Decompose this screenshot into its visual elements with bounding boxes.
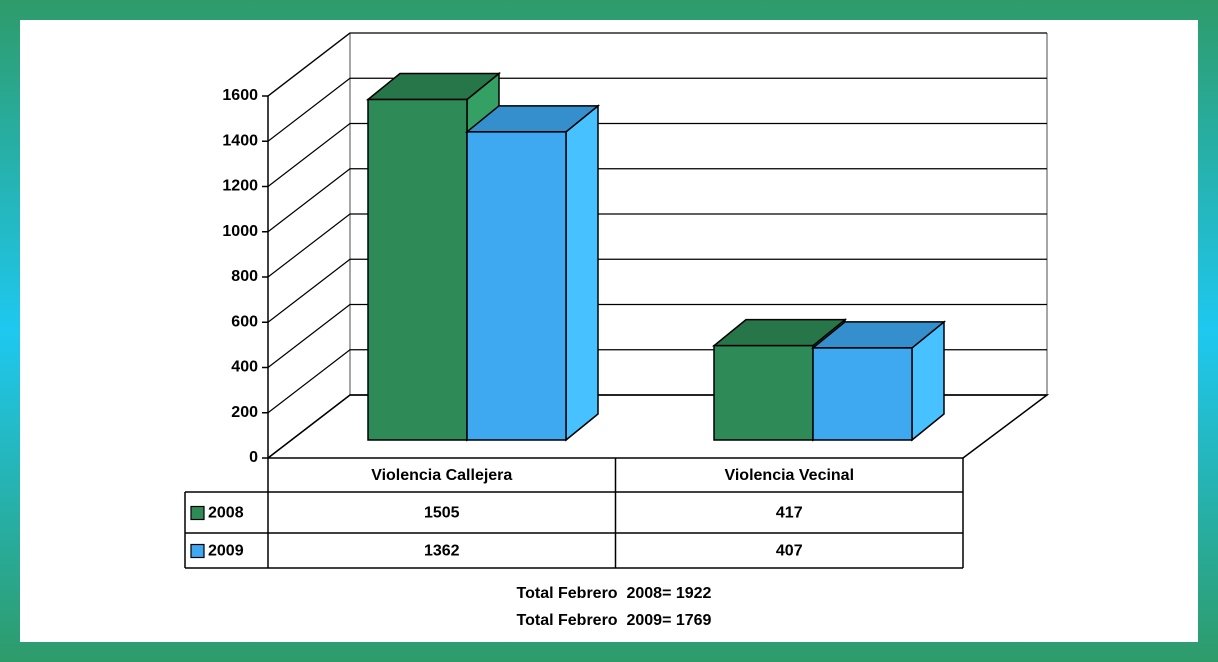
x-tick-label: Violencia Callejera	[371, 467, 512, 484]
bar-side	[565, 104, 599, 442]
legend-swatch	[190, 505, 205, 521]
legend-label: 2009	[208, 543, 244, 560]
table-value: 1505	[424, 505, 460, 522]
note: Total Febrero 2009= 1769	[517, 612, 712, 629]
legend-label: 2008	[208, 505, 244, 522]
table-value: 417	[776, 505, 803, 522]
grid-line	[267, 122, 1047, 187]
table-value: 407	[776, 543, 803, 560]
y-tick-label: 0	[249, 449, 258, 466]
y-tick-label: 600	[231, 313, 258, 330]
bar	[713, 344, 814, 441]
bar	[367, 98, 468, 441]
bar	[812, 347, 913, 441]
y-tick-label: 200	[231, 404, 258, 421]
y-tick-label: 1600	[222, 87, 258, 104]
grid-line	[267, 303, 1047, 368]
grid-line	[267, 77, 1047, 142]
y-tick-label: 1000	[222, 223, 258, 240]
legend-swatch	[190, 543, 205, 559]
y-tick-label: 400	[231, 359, 258, 376]
grid-line	[267, 213, 1047, 278]
table-value: 1362	[424, 543, 460, 560]
note: Total Febrero 2008= 1922	[517, 585, 712, 602]
y-tick-label: 1400	[222, 132, 258, 149]
x-tick-label: Violencia Vecinal	[724, 467, 854, 484]
grid-line	[267, 258, 1047, 323]
y-tick-label: 800	[231, 268, 258, 285]
table-grid	[184, 457, 964, 569]
y-tick-label: 1200	[222, 178, 258, 195]
grid-line	[267, 168, 1047, 233]
bar	[466, 131, 567, 441]
grid-line	[267, 32, 1047, 97]
